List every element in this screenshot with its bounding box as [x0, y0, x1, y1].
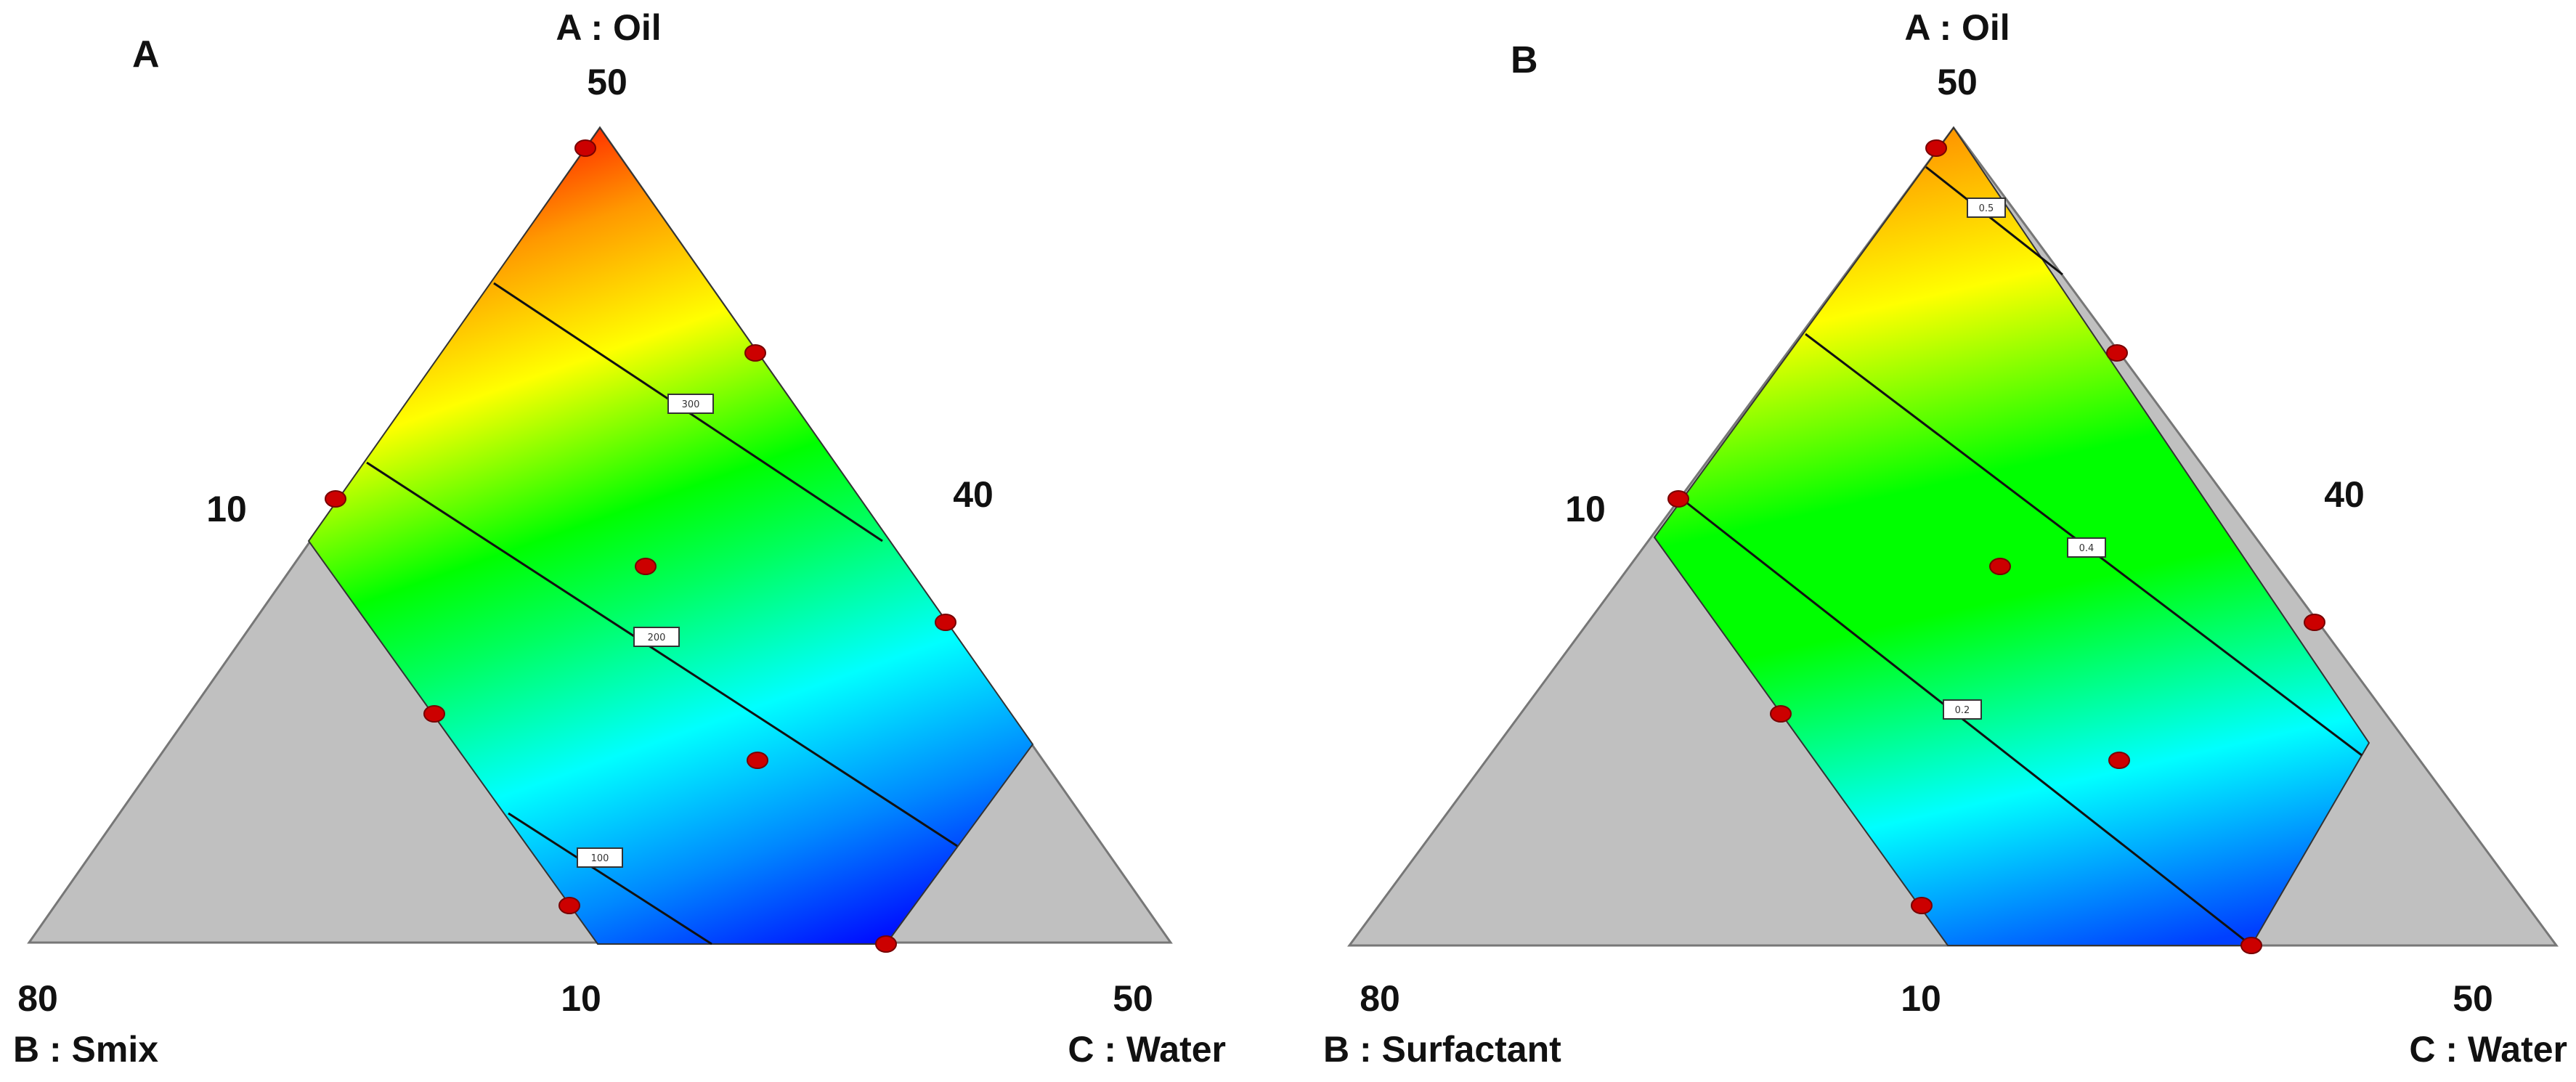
panel-b-contour-label-2: 0.4: [2067, 537, 2106, 558]
panel-b-contour-line-1: [1925, 166, 2063, 276]
panel-b-design-points: [1667, 139, 2325, 954]
svg-text:100: 100: [591, 853, 609, 864]
panel-b-letter: B: [1511, 39, 1538, 81]
panel-a-design-point: [744, 344, 766, 362]
panel-a-design-point: [935, 614, 956, 631]
panel-b-design-point: [1770, 705, 1792, 723]
panel-a-design-point: [558, 897, 580, 914]
panel-b-axis-c-max: 50: [2453, 978, 2493, 1019]
panel-a-design-point: [423, 705, 445, 723]
panel-b-contour-line-3: [1686, 501, 2252, 947]
panel-a-axis-c-max: 50: [1113, 978, 1153, 1019]
panel-a-design-point: [325, 490, 346, 508]
panel-b-feasible-region: [1653, 126, 2370, 946]
panel-a-letter: A: [132, 33, 160, 76]
panel-b-contour-label-1: 0.5: [1967, 198, 2006, 218]
panel-b-axis-b-max: 80: [1360, 978, 1400, 1019]
svg-text:300: 300: [682, 399, 700, 410]
panel-a-feasible-region: [307, 126, 1034, 945]
panel-a: 300 200 100 A A : Oil 50 10 40 80 10: [13, 7, 1226, 1070]
panel-a-design-points: [325, 139, 956, 953]
panel-b-design-point: [1925, 139, 1947, 157]
panel-a-contour-line-2: [366, 461, 958, 847]
panel-b-tick-right: 40: [2324, 474, 2365, 515]
panel-b-design-point: [1989, 558, 2011, 575]
panel-b-axis-c-name: C : Water: [2409, 1029, 2567, 1070]
panel-a-contour-label-3: 100: [577, 847, 623, 868]
svg-text:0.5: 0.5: [1979, 203, 1994, 214]
svg-text:200: 200: [648, 632, 666, 643]
svg-text:0.2: 0.2: [1955, 705, 1970, 716]
panel-a-design-point: [747, 752, 768, 769]
panel-b-design-point: [2108, 752, 2130, 769]
panel-a-design-point: [875, 935, 897, 953]
panel-b-design-point: [1667, 490, 1689, 508]
panel-a-tick-left: 10: [206, 489, 247, 529]
panel-a-tick-right: 40: [953, 474, 994, 515]
panel-b-tick-bottom: 10: [1901, 978, 1941, 1019]
panel-b-design-point: [2106, 344, 2128, 362]
panel-b-axis-a-name: A : Oil: [1904, 7, 2010, 48]
panel-a-contour-line-3: [508, 812, 712, 945]
panel-a-design-point: [635, 558, 657, 575]
panel-a-axis-c-name: C : Water: [1068, 1029, 1226, 1070]
panel-b: 0.5 0.4 0.2 B A : Oil 50 10 40 80 10: [1323, 7, 2567, 1070]
panel-b-design-point: [2240, 937, 2262, 954]
panel-a-axis-b-max: 80: [17, 978, 58, 1019]
panel-a-axis-a-max: 50: [587, 62, 627, 102]
panel-b-axis-b-name: B : Surfactant: [1323, 1029, 1561, 1070]
panel-b-contour-label-3: 0.2: [1943, 699, 1982, 720]
panel-a-axis-a-name: A : Oil: [556, 7, 661, 48]
panel-b-tick-left: 10: [1565, 489, 1606, 529]
panel-b-design-point: [1911, 897, 1933, 914]
panel-a-design-point: [574, 139, 596, 157]
panel-a-contour-label-1: 300: [667, 394, 714, 414]
panel-b-design-point: [2304, 614, 2325, 631]
panel-b-axis-a-max: 50: [1937, 62, 1978, 102]
panel-a-contour-label-2: 200: [633, 627, 680, 647]
panel-a-tick-bottom: 10: [561, 978, 601, 1019]
panel-a-axis-b-name: B : Smix: [13, 1029, 158, 1070]
svg-text:0.4: 0.4: [2079, 543, 2094, 554]
